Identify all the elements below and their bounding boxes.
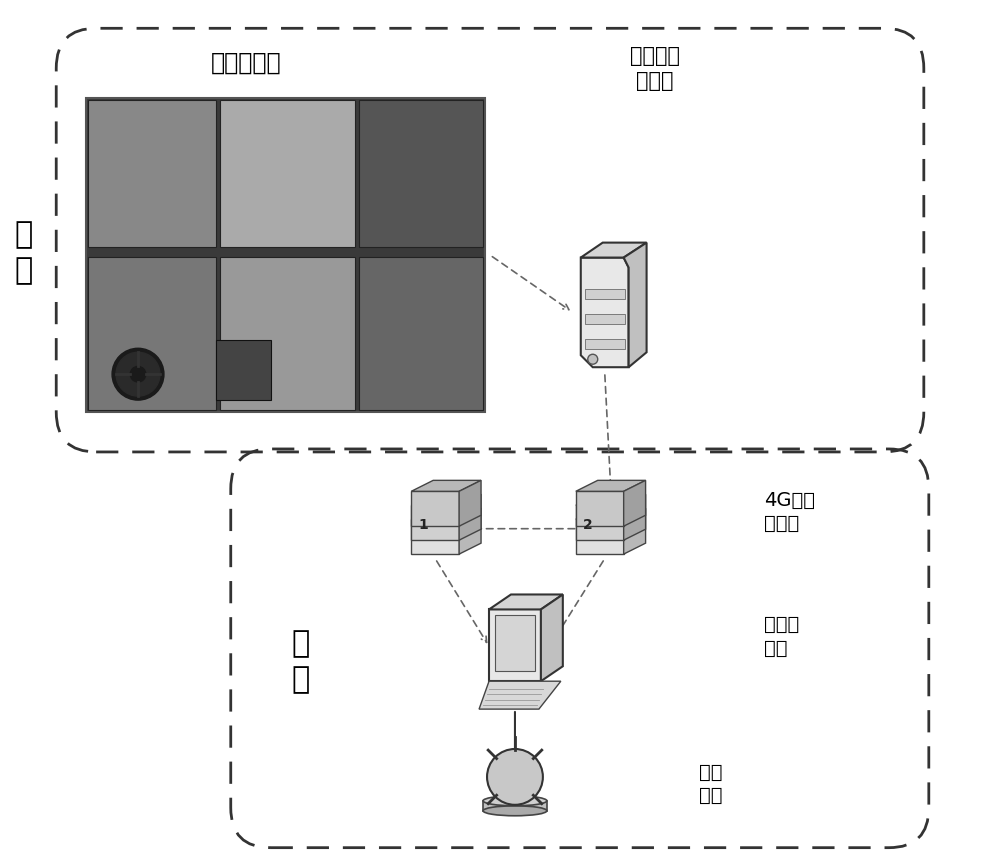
FancyBboxPatch shape: [585, 315, 625, 324]
Polygon shape: [624, 494, 646, 540]
Polygon shape: [489, 595, 563, 610]
Circle shape: [588, 355, 598, 364]
FancyBboxPatch shape: [220, 100, 355, 247]
Polygon shape: [411, 492, 459, 526]
Text: 4G无线
路由器: 4G无线 路由器: [764, 491, 815, 533]
Polygon shape: [489, 610, 541, 681]
Circle shape: [116, 352, 160, 396]
Text: 1: 1: [418, 518, 428, 531]
Polygon shape: [624, 480, 646, 526]
Ellipse shape: [483, 805, 547, 816]
Polygon shape: [576, 508, 646, 519]
FancyBboxPatch shape: [585, 339, 625, 349]
Text: 车
端: 车 端: [291, 629, 310, 694]
Polygon shape: [411, 505, 459, 540]
Polygon shape: [459, 480, 481, 526]
Circle shape: [130, 367, 146, 382]
Polygon shape: [576, 494, 646, 505]
Polygon shape: [581, 243, 647, 257]
Text: 2: 2: [583, 518, 593, 531]
FancyBboxPatch shape: [483, 801, 547, 811]
Ellipse shape: [483, 796, 547, 805]
FancyBboxPatch shape: [88, 257, 216, 410]
FancyBboxPatch shape: [220, 257, 355, 410]
Polygon shape: [624, 508, 646, 554]
Circle shape: [487, 749, 543, 805]
Polygon shape: [541, 595, 563, 681]
FancyBboxPatch shape: [216, 341, 271, 400]
Polygon shape: [576, 492, 624, 526]
Text: 车载工
控机: 车载工 控机: [764, 615, 800, 657]
Polygon shape: [581, 257, 629, 368]
FancyBboxPatch shape: [86, 98, 485, 412]
Text: 线控
接口: 线控 接口: [699, 763, 723, 805]
Polygon shape: [576, 505, 624, 540]
Text: 远程驾驶舱: 远程驾驶舱: [210, 51, 281, 75]
FancyBboxPatch shape: [585, 290, 625, 299]
Text: 云
端: 云 端: [14, 220, 32, 285]
Circle shape: [112, 349, 164, 400]
Polygon shape: [411, 480, 481, 492]
Polygon shape: [411, 494, 481, 505]
Polygon shape: [576, 519, 624, 554]
Polygon shape: [479, 681, 561, 709]
Polygon shape: [495, 616, 535, 671]
Polygon shape: [411, 519, 459, 554]
Polygon shape: [411, 508, 481, 519]
FancyBboxPatch shape: [359, 100, 483, 247]
FancyBboxPatch shape: [359, 257, 483, 410]
Polygon shape: [459, 494, 481, 540]
Polygon shape: [459, 508, 481, 554]
Polygon shape: [624, 243, 647, 368]
FancyBboxPatch shape: [88, 100, 216, 247]
Text: 驾驶控制
服务器: 驾驶控制 服务器: [630, 46, 680, 90]
Polygon shape: [576, 480, 646, 492]
